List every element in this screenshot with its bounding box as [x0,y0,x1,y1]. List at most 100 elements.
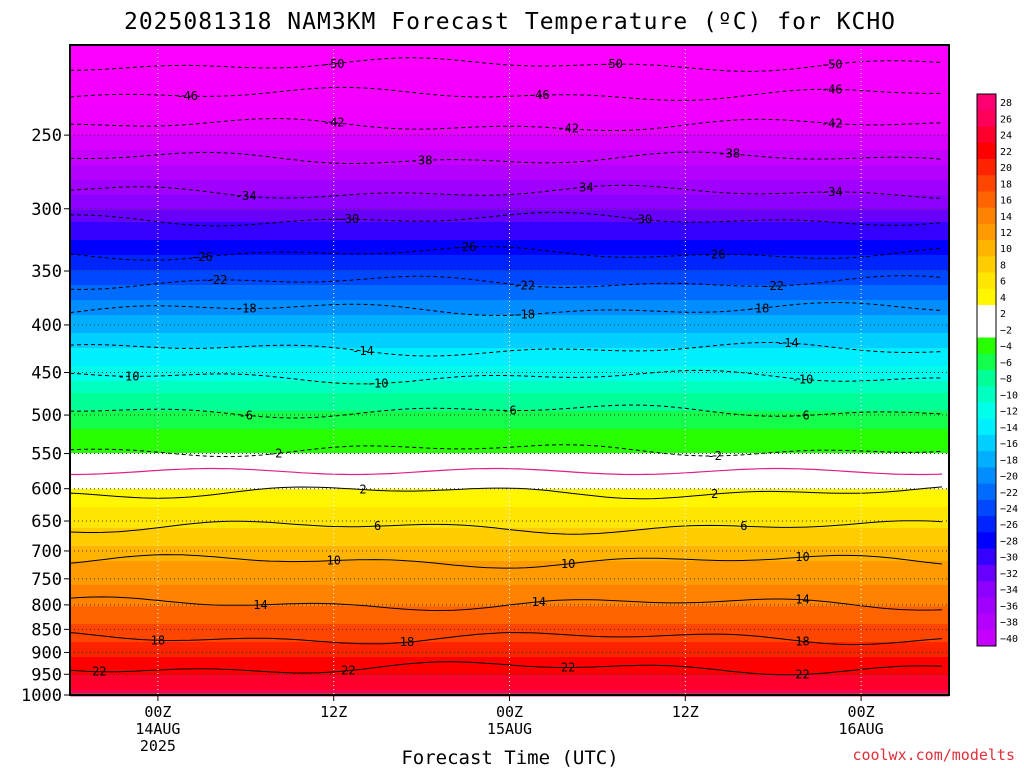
freezing-line [70,467,943,476]
temperature-band [70,459,949,463]
colorbar-swatch [977,564,996,582]
temperature-band [70,498,949,502]
contour-line [69,301,943,316]
contour-label: -14 [352,344,374,358]
x-tick-label: 14AUG [135,720,180,738]
temperature-band [70,645,949,649]
colorbar-label: −22 [1000,488,1018,499]
contour-label: -10 [367,377,389,391]
temperature-band [70,627,949,631]
temperature-band [70,489,949,493]
temperature-band [70,633,949,637]
colorbar-label: −30 [1000,553,1018,564]
contour-label: -22 [762,279,784,293]
contour-label: -50 [821,57,843,71]
contour-line [69,404,943,419]
temperature-band [70,462,949,466]
contour-label: -18 [513,308,535,322]
temperature-band [70,579,949,583]
y-tick-label: 650 [31,512,62,532]
contour-label: 10 [326,554,340,568]
colorbar-swatch [977,483,996,501]
temperature-band [70,651,949,655]
y-tick-label: 400 [31,316,62,336]
contour-label: -26 [191,250,213,264]
y-tick-label: 300 [31,200,62,220]
temperature-band [70,117,949,121]
temperature-band [70,189,949,193]
temperature-band [70,537,949,541]
contour-line [69,342,943,357]
temperature-band [70,381,949,385]
temperature-band [70,618,949,622]
temperature-band [70,327,949,331]
x-tick-label: 12Z [672,703,699,721]
temperature-band [70,213,949,217]
contour-label: -50 [323,57,345,71]
temperature-band [70,273,949,277]
x-tick-label: 15AUG [487,720,532,738]
colorbar-legend: 28 26 24 22 20 18 16 14 12 10 8 6 4 2 −2 −4 −6 −8 −10 −12 −1… [976,93,1018,647]
temperature-band [70,279,949,283]
colorbar-label: −12 [1000,407,1018,418]
contour-label: 22 [341,664,355,678]
temperature-band [70,387,949,391]
colorbar-swatch [977,240,996,257]
temperature-band [70,81,949,85]
contour-line [69,486,943,500]
temperature-band [70,243,949,247]
colorbar-swatch [977,126,996,144]
temperature-band [70,582,949,586]
colorbar-label: 16 [1000,196,1012,207]
temperature-band [70,519,949,523]
contour-label: 6 [740,519,747,533]
temperature-band [70,231,949,235]
contour-line [69,275,943,290]
temperature-band [70,681,949,685]
colorbar-swatch [977,272,996,290]
contour-line [69,86,943,101]
y-tick-label: 500 [31,406,62,426]
temperature-band [70,315,949,319]
contour-line [69,554,943,569]
colorbar-label: 6 [1000,277,1006,288]
temperature-band [70,267,949,271]
temperature-band [70,429,949,433]
temperature-band [70,477,949,481]
colorbar-label: 10 [1000,244,1012,255]
plot-area: -50 -50 -50 -46 -46 -46 -42 -42 -42 -38 -38 -34 -34 -… [69,44,950,697]
contour-label: 22 [795,668,809,682]
x-tick-label: 2025 [140,737,176,755]
contour-label: -18 [748,301,770,315]
y-tick-label: 250 [31,126,62,146]
colorbar-label: −36 [1000,601,1018,612]
colorbar-swatch [977,256,996,274]
temperature-band [70,66,949,70]
temperature-band [70,129,949,133]
temperature-band [70,621,949,625]
contour-line [69,151,943,164]
colorbar-frame [976,93,997,647]
contour-label: -38 [411,153,433,167]
colorbar-label: 12 [1000,228,1012,239]
temperature-band [70,555,949,559]
temperature-band [70,594,949,598]
temperature-band [70,303,949,307]
x-tick-label: 12Z [320,703,347,721]
colorbar-label: −32 [1000,569,1018,580]
contour-label: 10 [561,557,575,571]
y-tick-label: 900 [31,643,62,663]
temperature-band [70,186,949,190]
contour-line [69,184,943,199]
y-tick-label: 350 [31,262,62,282]
temperature-band [70,687,949,691]
colorbar-label: 24 [1000,131,1012,142]
temperature-band [70,153,949,157]
contour-line [69,246,943,261]
colorbar-swatch [977,467,996,485]
colorbar-swatch [977,110,996,127]
temperature-band [70,414,949,418]
colorbar-swatch [977,434,996,452]
contour-label: -2 [707,449,721,463]
y-tick-label: 600 [31,480,62,500]
